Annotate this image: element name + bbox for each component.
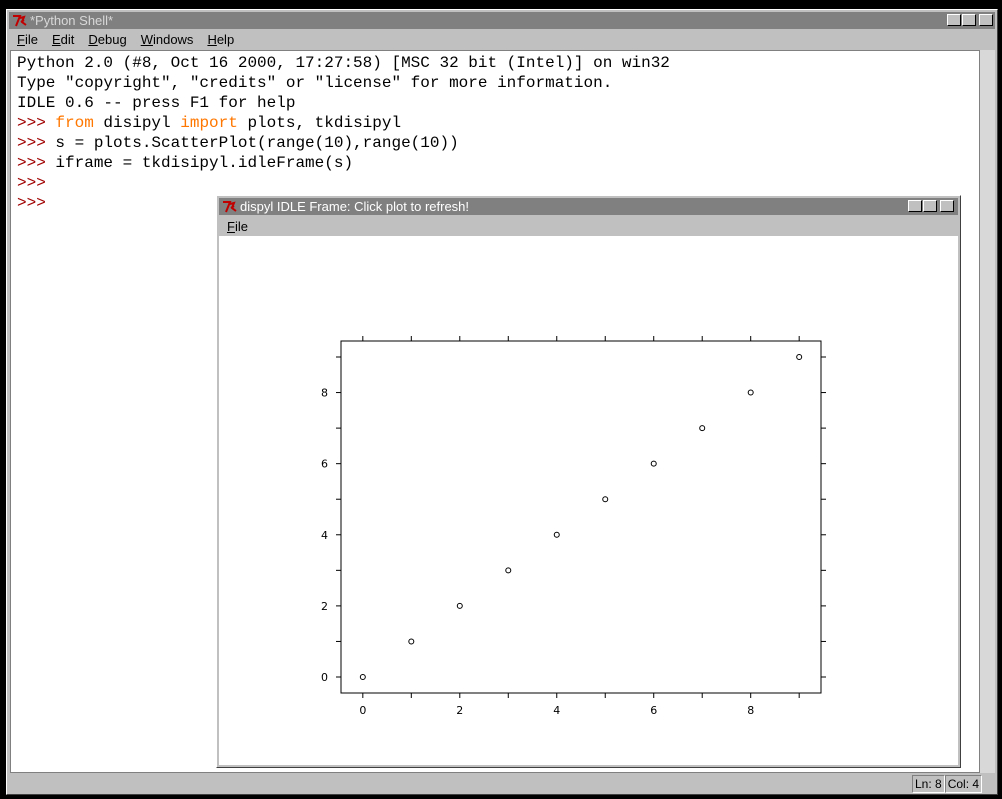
code-segment: disipyl	[93, 114, 181, 132]
plot-window: dispyl IDLE Frame: Click plot to refresh…	[216, 195, 961, 768]
point	[456, 602, 463, 609]
window-title: dispyl IDLE Frame: Click plot to refresh…	[240, 199, 470, 214]
menu-bar: File	[227, 218, 262, 236]
point	[699, 425, 706, 432]
shell-line: Type "copyright", "credits" or "license"…	[17, 73, 670, 93]
tk-icon	[13, 15, 27, 27]
x-tick-label: 0	[359, 704, 366, 717]
plot-frame	[340, 340, 822, 694]
minimize-button[interactable]	[947, 14, 961, 26]
status-field: Col: 4	[944, 775, 983, 793]
menu-item[interactable]: Windows	[140, 32, 194, 47]
code-segment: >>>	[17, 174, 46, 192]
y-tick-label: 6	[321, 458, 328, 471]
point	[553, 531, 560, 538]
shell-line: IDLE 0.6 -- press F1 for help	[17, 93, 670, 113]
status-field: Ln: 8	[912, 775, 945, 793]
code-segment: >>>	[17, 134, 56, 152]
shell-text: Python 2.0 (#8, Oct 16 2000, 17:27:58) […	[17, 53, 670, 213]
y-tick-label: 4	[321, 529, 328, 542]
minimize-button[interactable]	[908, 200, 922, 212]
menu-bar: File Edit Debug Windows Help	[17, 31, 248, 49]
point	[747, 389, 754, 396]
menu-item[interactable]: File	[17, 32, 38, 47]
code-segment: >>>	[17, 194, 46, 212]
scrollbar[interactable]	[980, 50, 995, 773]
shell-title-bar: *Python Shell*	[9, 12, 995, 29]
code-segment: >>>	[17, 154, 56, 172]
tk-icon	[223, 201, 237, 213]
shell-line: >>>	[17, 173, 670, 193]
code-segment: >>>	[17, 114, 56, 132]
code-segment: IDLE 0.6 -- press F1 for help	[17, 94, 296, 112]
code-segment: plots, tkdisipyl	[237, 114, 402, 132]
code-segment: Type "copyright", "credits" or "license"…	[17, 74, 613, 92]
y-tick-label: 0	[321, 671, 328, 684]
x-tick-label: 2	[456, 704, 463, 717]
maximize-button[interactable]	[962, 14, 976, 26]
code-segment: from	[55, 114, 94, 132]
code-segment: import	[180, 114, 238, 132]
close-button[interactable]	[979, 14, 993, 26]
window-title: *Python Shell*	[30, 13, 114, 28]
point	[408, 638, 415, 645]
x-tick-label: 6	[650, 704, 657, 717]
y-tick-label: 8	[321, 387, 328, 400]
plot-title-bar: dispyl IDLE Frame: Click plot to refresh…	[219, 198, 958, 215]
point	[796, 354, 803, 360]
point	[505, 567, 512, 574]
menu-item[interactable]: File	[227, 219, 248, 234]
y-tick-label: 2	[321, 600, 328, 613]
code-segment: s = plots.ScatterPlot(range(10),range(10…	[55, 134, 459, 152]
shell-line: >>> iframe = tkdisipyl.idleFrame(s)	[17, 153, 670, 173]
x-tick-label: 4	[553, 704, 560, 717]
point	[650, 460, 657, 467]
menu-item[interactable]: Edit	[51, 32, 75, 47]
close-button[interactable]	[940, 200, 954, 212]
status-bar: Ln: 8 Col: 4	[912, 775, 983, 793]
shell-line: Python 2.0 (#8, Oct 16 2000, 17:27:58) […	[17, 53, 670, 73]
shell-line: >>> s = plots.ScatterPlot(range(10),rang…	[17, 133, 670, 153]
code-segment: Python 2.0 (#8, Oct 16 2000, 17:27:58) […	[17, 54, 670, 72]
plot-canvas[interactable]: 0 2 4 6 8 0 2 4 6 8	[219, 236, 958, 765]
maximize-button[interactable]	[923, 200, 937, 212]
code-segment: iframe = tkdisipyl.idleFrame(s)	[55, 154, 354, 172]
menu-item[interactable]: Debug	[88, 32, 127, 47]
shell-line: >>>	[17, 193, 670, 213]
point	[359, 674, 366, 680]
shell-line: >>> from disipyl import plots, tkdisipyl	[17, 113, 670, 133]
x-tick-label: 8	[747, 704, 754, 717]
menu-item[interactable]: Help	[207, 32, 235, 47]
point	[602, 496, 609, 503]
